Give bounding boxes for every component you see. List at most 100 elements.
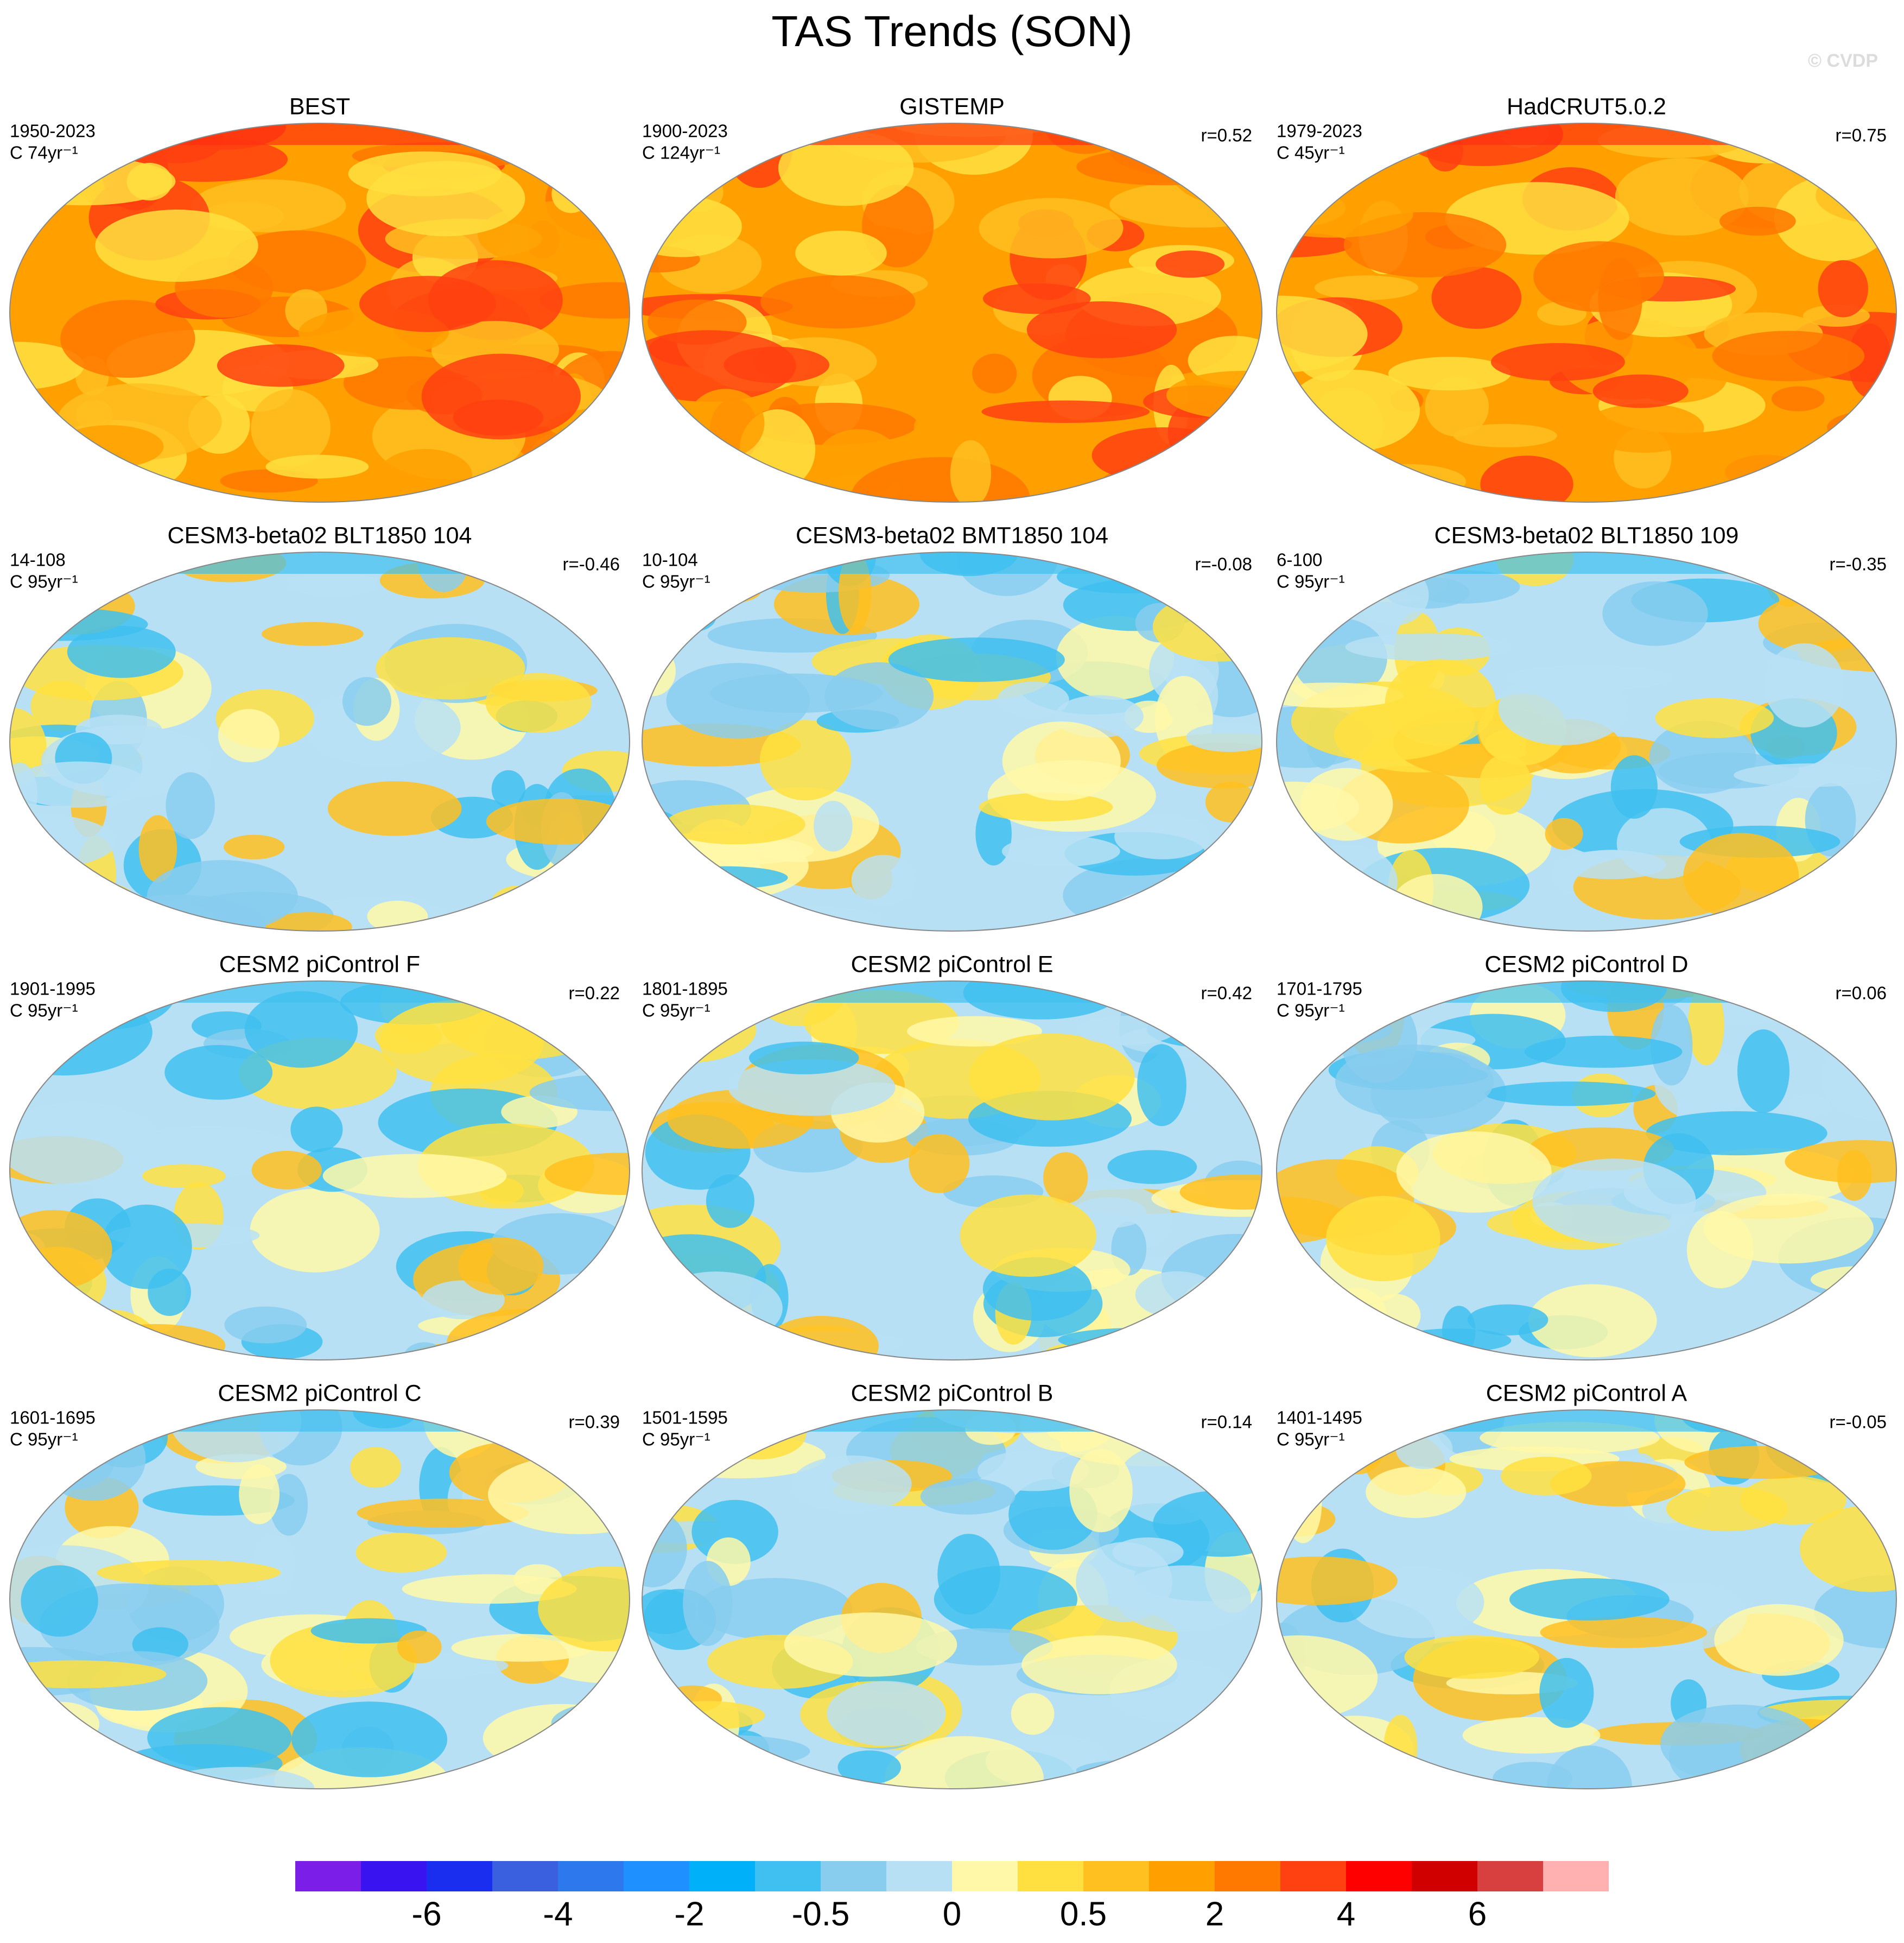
map-blob	[261, 622, 364, 646]
map-blob	[1209, 845, 1262, 920]
map-blob	[759, 720, 852, 801]
map-blob	[218, 709, 280, 763]
map-blob	[650, 1271, 783, 1345]
map-outline	[1276, 980, 1897, 1360]
map-blob	[1114, 1768, 1179, 1789]
map-blob	[706, 1174, 754, 1228]
map-blob	[454, 1758, 562, 1789]
map-blob	[1734, 763, 1887, 787]
map-blob	[687, 389, 765, 458]
map-field	[642, 123, 1262, 502]
map-field	[1277, 123, 1896, 502]
map-blob	[1076, 148, 1249, 186]
panel-period: 1801-1895	[642, 979, 728, 999]
map-blob	[824, 662, 934, 730]
colorbar-box	[624, 1861, 689, 1891]
map-blob	[1719, 206, 1796, 236]
colorbar-box	[427, 1861, 492, 1891]
polar-band	[642, 123, 1262, 145]
panel-units: C 95yr⁻¹	[10, 1001, 78, 1021]
map-blob	[270, 1473, 308, 1536]
panel-r: r=0.42	[1201, 983, 1253, 1003]
map-outline	[642, 980, 1262, 1360]
map-blob	[1281, 596, 1324, 648]
map-blob	[10, 761, 148, 808]
map-blob	[907, 1016, 1042, 1047]
map-blob	[10, 465, 151, 502]
map-blob	[21, 1701, 100, 1746]
map-blob	[1210, 1289, 1262, 1335]
polar-band	[642, 981, 1262, 1003]
map-blob	[1431, 267, 1522, 329]
colorbar-tick-label: 0	[943, 1895, 961, 1933]
map-blob	[1058, 1327, 1222, 1352]
map-blob	[1539, 1657, 1594, 1728]
map-blob	[1660, 1704, 1817, 1783]
map-blob	[10, 1210, 112, 1290]
colorbar-box	[492, 1861, 558, 1891]
map-blob	[837, 1750, 901, 1784]
map-outline	[1276, 552, 1897, 932]
map-blob	[1818, 1749, 1896, 1781]
polar-band	[10, 1410, 630, 1432]
map-blob	[1156, 250, 1225, 278]
map-field	[10, 1410, 630, 1789]
map-blob	[13, 1295, 64, 1347]
colorbar-tick-label: 2	[1205, 1895, 1224, 1933]
map-blob	[1490, 343, 1625, 381]
map-blob	[1404, 570, 1520, 604]
map-blob	[909, 1134, 970, 1193]
map-blob	[539, 282, 630, 319]
map-blob	[60, 300, 195, 378]
map-blob	[1146, 1010, 1262, 1048]
panel-period: 1979-2023	[1277, 121, 1362, 141]
map-blob	[1796, 1733, 1896, 1789]
map-blob	[379, 999, 544, 1085]
map-blob	[166, 772, 215, 839]
map-blob	[288, 571, 377, 597]
map-blob	[458, 1237, 544, 1295]
map-blob	[665, 804, 805, 845]
polar-band	[10, 981, 630, 1003]
map-blob	[26, 884, 65, 931]
map-blob	[1128, 1752, 1262, 1789]
map-blob	[85, 1324, 226, 1360]
map-blob	[1357, 565, 1429, 626]
panel-period: 14-108	[10, 550, 66, 570]
map-blob	[10, 1495, 38, 1532]
panel-r: r=-0.35	[1830, 554, 1887, 574]
polar-band	[1277, 981, 1896, 1003]
map-blob	[642, 1589, 696, 1635]
polar-band	[642, 1410, 1262, 1432]
panel-units: C 45yr⁻¹	[1277, 143, 1345, 163]
map-blob	[1152, 592, 1262, 662]
panel-units: C 74yr⁻¹	[10, 143, 78, 163]
map-blob	[1277, 682, 1404, 708]
map-blob	[728, 1059, 896, 1116]
map-blob	[1789, 1094, 1831, 1117]
map-blob	[250, 1188, 380, 1273]
map-blob	[446, 1308, 608, 1360]
map-blob	[1171, 434, 1242, 502]
map-blob	[1610, 755, 1658, 819]
polar-band	[1277, 552, 1896, 574]
map-blob	[1395, 1428, 1453, 1469]
map-blob	[1712, 331, 1865, 382]
map-blob	[224, 1306, 307, 1344]
map-blob	[1043, 1152, 1088, 1204]
map-blob	[291, 1701, 448, 1777]
panel-title: CESM2 piControl C	[218, 1380, 421, 1406]
map-blob	[1277, 450, 1347, 498]
colorbar-tick-label: -4	[543, 1895, 573, 1933]
map-outline	[9, 1409, 630, 1789]
map-blob	[1532, 1159, 1696, 1244]
panel-title: CESM2 piControl F	[219, 951, 420, 977]
colorbar-tick-label: 0.5	[1060, 1895, 1107, 1933]
map-blob	[538, 1566, 630, 1651]
map-blob	[1388, 357, 1511, 391]
